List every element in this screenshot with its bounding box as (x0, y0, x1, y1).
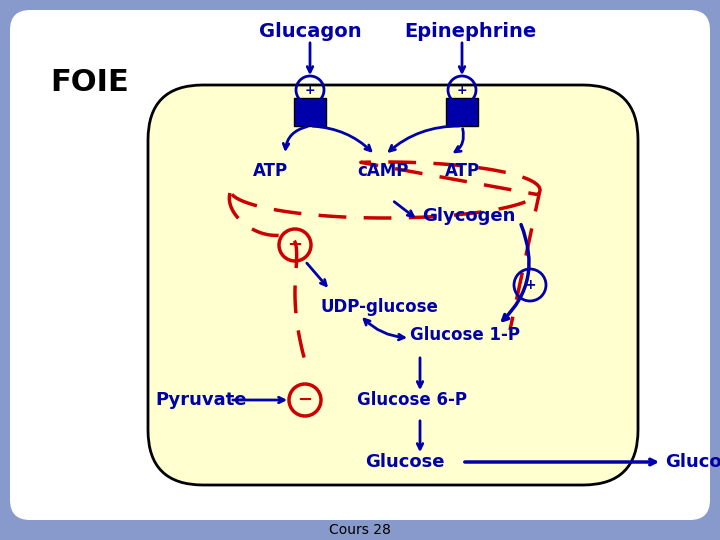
Text: −: − (287, 236, 302, 254)
Text: Glucose 1-P: Glucose 1-P (410, 326, 520, 344)
Text: Glycogen: Glycogen (422, 207, 516, 225)
Text: ATP: ATP (444, 162, 480, 180)
Text: +: + (456, 84, 467, 97)
Text: cAMP: cAMP (357, 162, 409, 180)
Text: Glucose 6-P: Glucose 6-P (357, 391, 467, 409)
Text: −: − (297, 391, 312, 409)
Text: Glucose: Glucose (365, 453, 444, 471)
Text: Pyruvate: Pyruvate (155, 391, 246, 409)
Text: FOIE: FOIE (50, 68, 129, 97)
FancyBboxPatch shape (294, 98, 326, 126)
Text: +: + (305, 84, 315, 97)
Text: Glucagon: Glucagon (258, 22, 361, 41)
Text: Epinephrine: Epinephrine (404, 22, 536, 41)
Text: +: + (524, 278, 536, 292)
Text: UDP-glucose: UDP-glucose (320, 298, 438, 316)
Text: Cours 28: Cours 28 (329, 523, 391, 537)
FancyBboxPatch shape (10, 10, 710, 520)
FancyBboxPatch shape (148, 85, 638, 485)
Text: ATP: ATP (253, 162, 287, 180)
FancyBboxPatch shape (446, 98, 478, 126)
Text: Glucose: Glucose (665, 453, 720, 471)
